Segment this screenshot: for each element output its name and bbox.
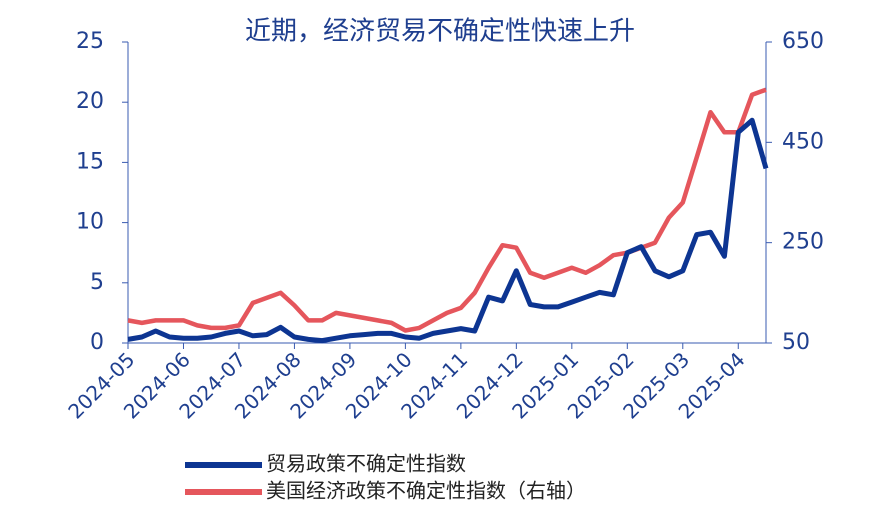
y2-tick-label: 250: [782, 230, 824, 255]
y2-tick-label: 650: [782, 29, 824, 54]
y2-tick-label: 50: [782, 330, 810, 355]
series-line: [127, 117, 769, 344]
y-tick-label: 5: [90, 270, 104, 295]
y-tick-label: 0: [90, 330, 104, 355]
y2-tick-label: 450: [782, 129, 824, 154]
legend-label: 美国经济政策不确定性指数（右轴）: [266, 479, 586, 503]
chart-title: 近期，经济贸易不确定性快速上升: [245, 17, 635, 47]
y-tick-label: 20: [76, 89, 104, 114]
y-tick-label: 25: [76, 29, 104, 54]
series-line: [127, 87, 767, 333]
y-tick-label: 10: [76, 210, 104, 235]
legend-label: 贸易政策不确定性指数: [266, 452, 466, 476]
y-tick-label: 15: [76, 149, 104, 174]
